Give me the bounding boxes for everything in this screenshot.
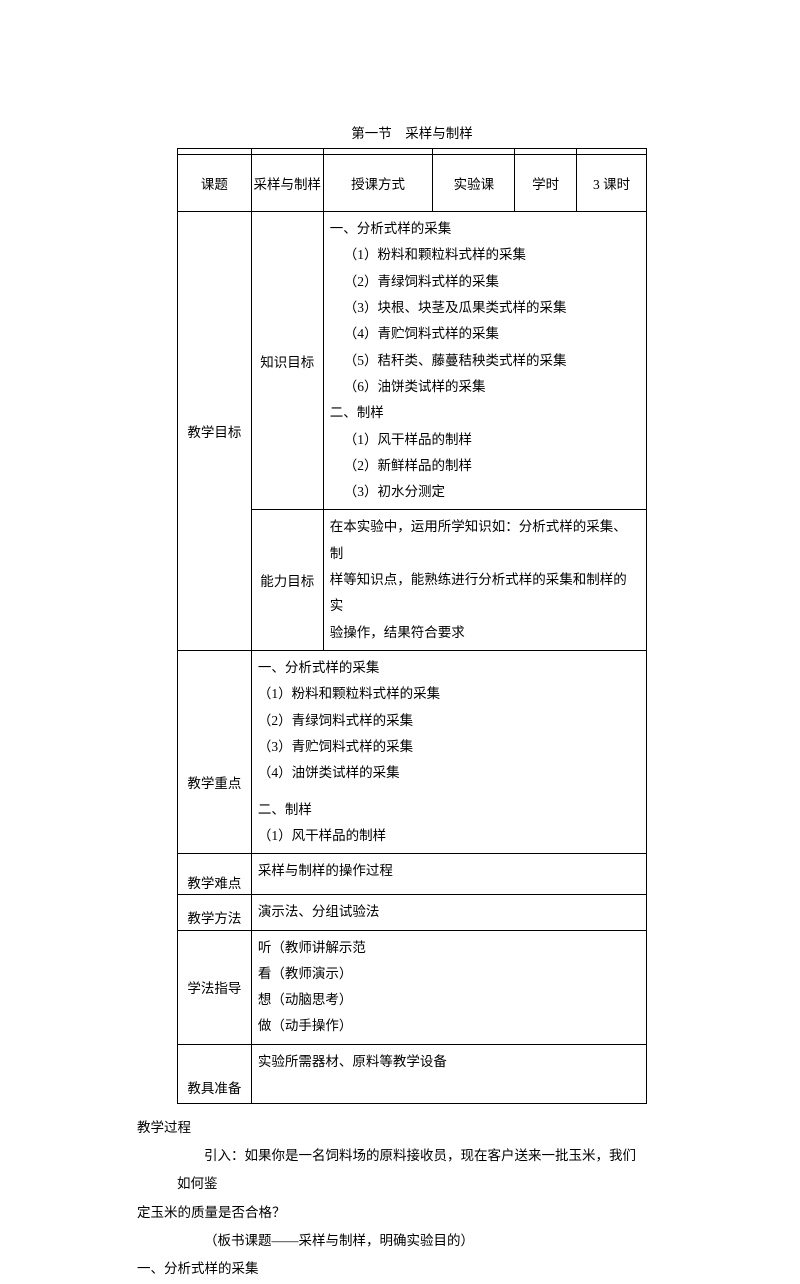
content-difficulty: 采样与制样的操作过程	[251, 854, 646, 895]
process-sec1: 一、分析式样的采集	[137, 1255, 647, 1283]
process-intro-1: 引入：如果你是一名饲料场的原料接收员，现在客户送来一批玉米，我们如何鉴	[177, 1142, 647, 1199]
label-goal: 教学目标	[178, 212, 252, 651]
content-knowledge-goal: 一、分析式样的采集 （1）粉料和颗粒料式样的采集 （2）青绿饲料式样的采集 （3…	[323, 212, 646, 510]
label-teach-mode: 授课方式	[323, 155, 433, 212]
value-topic: 采样与制样	[251, 155, 323, 212]
process-heading: 教学过程	[137, 1114, 647, 1142]
process-board: （板书课题——采样与制样，明确实验目的）	[177, 1227, 647, 1255]
label-tools: 教具准备	[178, 1044, 252, 1103]
label-knowledge-goal: 知识目标	[251, 212, 323, 510]
content-guide: 听（教师讲解示范 看（教师演示） 想（动脑思考） 做（动手操作）	[251, 930, 646, 1044]
label-ability-goal: 能力目标	[251, 510, 323, 651]
label-guide: 学法指导	[178, 930, 252, 1044]
section-title: 第一节 采样与制样	[177, 122, 647, 142]
label-difficulty: 教学难点	[178, 854, 252, 895]
value-teach-mode: 实验课	[433, 155, 515, 212]
content-ability-goal: 在本实验中，运用所学知识如：分析式样的采集、制 样等知识点，能熟练进行分析式样的…	[323, 510, 646, 651]
process-intro-1b: 定玉米的质量是否合格？	[137, 1199, 647, 1227]
lesson-plan-table: 课题 采样与制样 授课方式 实验课 学时 3 课时 教学目标 知识目标 一、分析…	[177, 148, 647, 1104]
content-tools: 实验所需器材、原料等教学设备	[251, 1044, 646, 1103]
content-keypoint: 一、分析式样的采集 （1）粉料和颗粒料式样的采集 （2）青绿饲料式样的采集 （3…	[251, 651, 646, 854]
content-method: 演示法、分组试验法	[251, 895, 646, 930]
label-keypoint: 教学重点	[178, 651, 252, 854]
body-text-section: 教学过程 引入：如果你是一名饲料场的原料接收员，现在客户送来一批玉米，我们如何鉴…	[177, 1114, 647, 1284]
label-topic: 课题	[178, 155, 252, 212]
value-hours: 3 课时	[577, 155, 647, 212]
label-hours: 学时	[515, 155, 577, 212]
label-method: 教学方法	[178, 895, 252, 930]
